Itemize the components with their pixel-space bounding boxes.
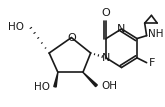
Text: NH: NH (148, 29, 163, 39)
Text: O: O (102, 8, 111, 18)
Text: N: N (102, 53, 110, 63)
Text: F: F (148, 58, 155, 68)
Text: OH: OH (101, 81, 117, 91)
Text: HO: HO (8, 22, 24, 32)
Polygon shape (54, 72, 58, 87)
Text: HO: HO (34, 82, 50, 92)
Text: O: O (67, 33, 76, 43)
Text: N: N (117, 24, 126, 34)
Polygon shape (83, 72, 97, 87)
